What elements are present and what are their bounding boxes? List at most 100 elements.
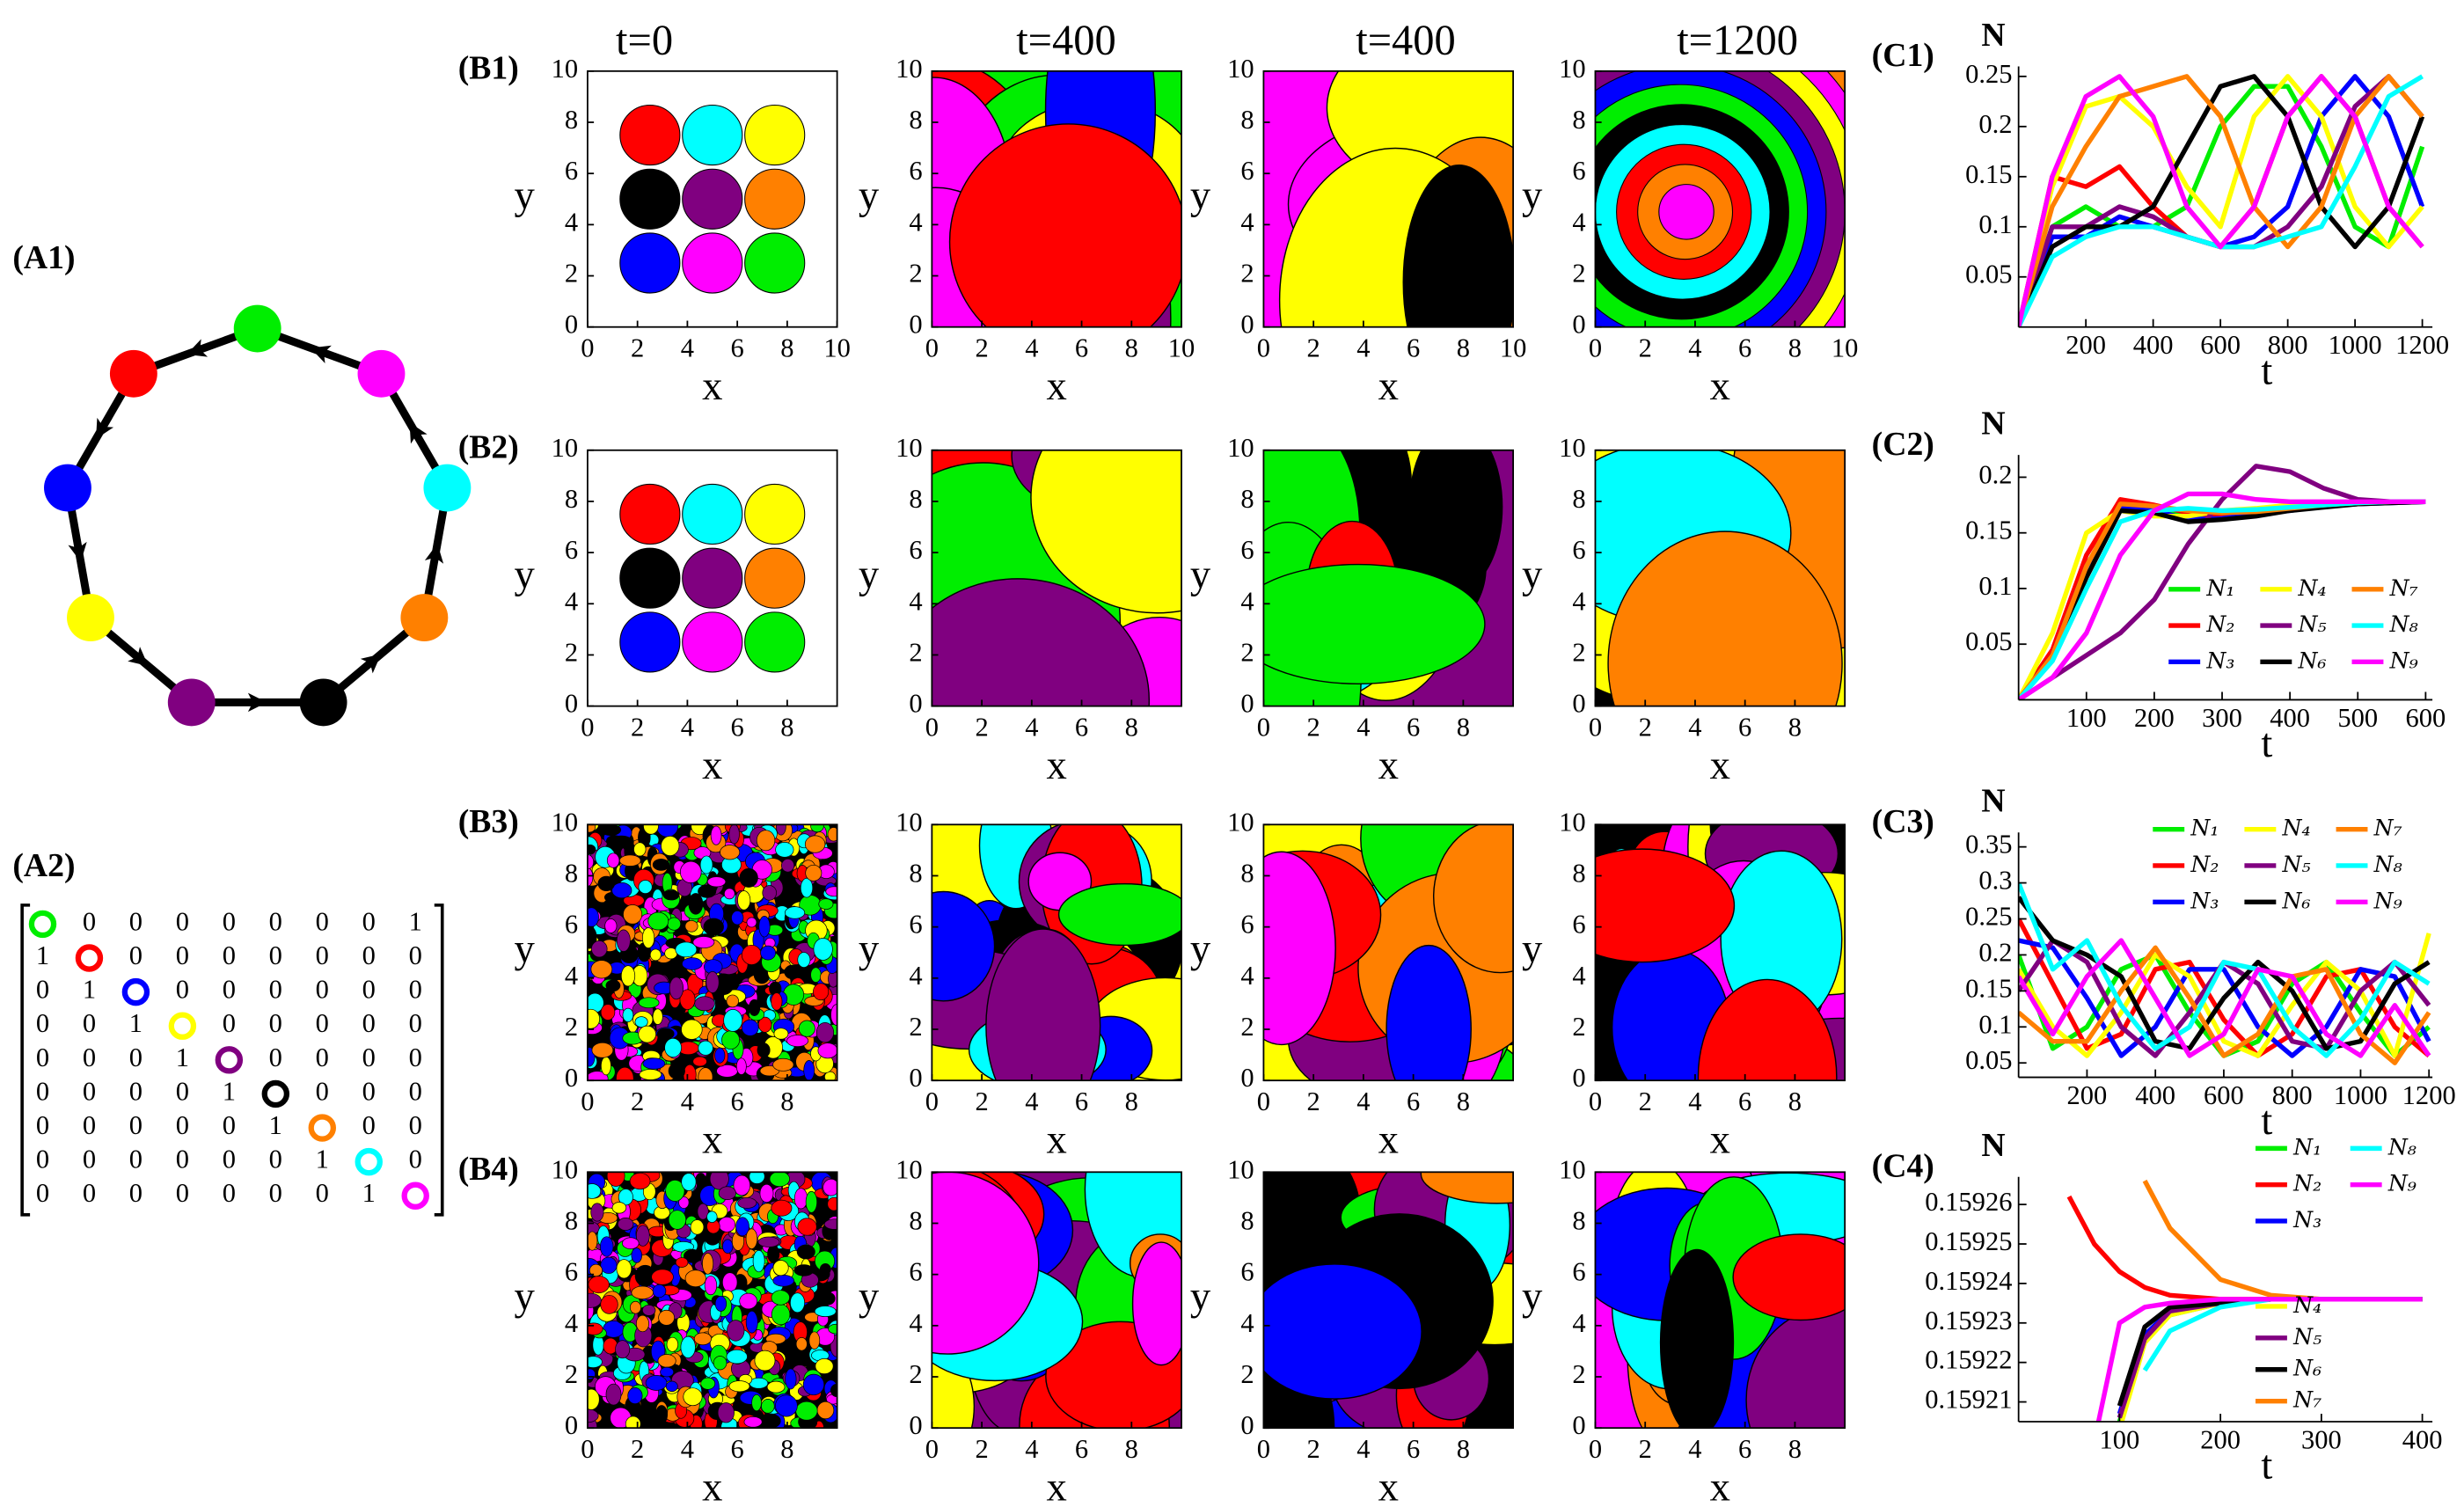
domain bbox=[1030, 450, 1182, 614]
x-tick-label: 8 bbox=[780, 1086, 793, 1116]
pattern bbox=[1595, 824, 1846, 1081]
patch bbox=[714, 1047, 726, 1064]
y-tick-label: 4 bbox=[565, 1308, 578, 1338]
x-axis-label: t bbox=[2261, 1098, 2272, 1144]
x-tick-label: 200 bbox=[2066, 330, 2106, 360]
series-line bbox=[2018, 945, 2431, 1065]
matrix-entry: 0 bbox=[316, 975, 329, 1005]
initial-patch bbox=[744, 611, 806, 673]
y-tick-label: 0.05 bbox=[1965, 626, 2012, 656]
x-tick-label: 200 bbox=[2134, 703, 2175, 733]
plot-frame bbox=[1262, 1171, 1514, 1430]
patch bbox=[823, 1178, 837, 1196]
patch bbox=[798, 1020, 815, 1037]
y-axis-label: y bbox=[1522, 925, 1543, 971]
patch bbox=[675, 941, 698, 958]
matrix-entry: 0 bbox=[176, 1178, 189, 1208]
y-axis-label: N bbox=[1981, 17, 2005, 54]
x-tick-label: 8 bbox=[1457, 333, 1470, 363]
plot-frame bbox=[1594, 69, 1846, 328]
matrix-entry: 0 bbox=[223, 940, 236, 970]
matrix-entry: 0 bbox=[316, 940, 329, 970]
matrix-entry: 0 bbox=[36, 1145, 49, 1174]
x-tick-label: 8 bbox=[1457, 1086, 1470, 1116]
y-tick-label: 8 bbox=[909, 858, 922, 888]
x-tick-label: 8 bbox=[1125, 713, 1138, 743]
patch bbox=[591, 1042, 614, 1058]
patch bbox=[772, 1260, 789, 1277]
y-tick-label: 6 bbox=[1240, 535, 1254, 565]
patch bbox=[815, 1357, 834, 1375]
matrix-entry: 0 bbox=[83, 1042, 96, 1072]
series-line bbox=[2018, 74, 2424, 327]
patch bbox=[616, 1259, 632, 1279]
patch bbox=[785, 1368, 797, 1390]
matrix-entry: 0 bbox=[269, 1178, 282, 1208]
node bbox=[299, 678, 347, 727]
patch bbox=[776, 824, 786, 836]
y-tick-label: 0.1 bbox=[1978, 571, 2012, 601]
panel-label: (C1) bbox=[1872, 37, 1934, 74]
patch bbox=[695, 1173, 706, 1187]
initial-patch bbox=[682, 104, 743, 166]
x-tick-label: 10 bbox=[1168, 333, 1195, 363]
patch bbox=[690, 1219, 705, 1235]
y-tick-label: 2 bbox=[565, 637, 578, 667]
patch bbox=[657, 1354, 676, 1368]
y-tick-label: 4 bbox=[909, 207, 922, 237]
initial-patch bbox=[619, 547, 681, 609]
x-tick-label: 2 bbox=[1639, 1086, 1652, 1116]
domain bbox=[1433, 824, 1514, 974]
y-tick-label: 8 bbox=[909, 105, 922, 135]
y-axis-label: y bbox=[859, 925, 880, 971]
matrix-entry: 0 bbox=[36, 1178, 49, 1208]
patch bbox=[752, 1249, 765, 1273]
matrix-entry: 0 bbox=[269, 1008, 282, 1038]
patch bbox=[775, 1394, 798, 1417]
series-line bbox=[2095, 1297, 2423, 1423]
matrix-entry: 0 bbox=[176, 1145, 189, 1174]
patch bbox=[605, 1383, 622, 1406]
y-tick-label: 0 bbox=[909, 1063, 922, 1093]
x-tick-label: 300 bbox=[2301, 1424, 2342, 1454]
patch bbox=[664, 1037, 682, 1058]
matrix-entry: 1 bbox=[223, 1076, 236, 1106]
node bbox=[423, 464, 472, 512]
legend-label: N₁ bbox=[2205, 575, 2234, 601]
patch bbox=[758, 1413, 781, 1429]
y-tick-label: 4 bbox=[1572, 961, 1585, 991]
domain bbox=[1263, 1263, 1422, 1400]
x-tick-label: 4 bbox=[1025, 1434, 1038, 1464]
plot-lines bbox=[2066, 1179, 2423, 1423]
y-axis-label: y bbox=[1522, 1273, 1543, 1319]
panel-label: (C4) bbox=[1872, 1147, 1934, 1184]
patch bbox=[795, 1401, 818, 1421]
x-tick-label: 0 bbox=[581, 1086, 594, 1116]
initial-patch bbox=[744, 104, 806, 166]
legend-label: N₆ bbox=[2282, 888, 2311, 913]
matrix-entry: 0 bbox=[409, 940, 422, 970]
x-tick-label: 400 bbox=[2402, 1424, 2443, 1454]
x-tick-label: 4 bbox=[1356, 713, 1370, 743]
panel-label: (B3) bbox=[458, 803, 519, 840]
legend-label: N₂ bbox=[2190, 852, 2219, 877]
domain bbox=[1595, 848, 1736, 963]
y-tick-label: 10 bbox=[896, 807, 923, 837]
x-tick-label: 0 bbox=[925, 1434, 939, 1464]
patch bbox=[652, 1008, 663, 1025]
node bbox=[109, 349, 157, 398]
patch bbox=[627, 1387, 643, 1404]
matrix-entry: 0 bbox=[223, 975, 236, 1005]
patch bbox=[699, 855, 713, 874]
y-tick-label: 2 bbox=[1240, 259, 1254, 289]
patch bbox=[739, 1292, 758, 1310]
matrix-entry: 0 bbox=[223, 1110, 236, 1140]
patch bbox=[773, 1028, 789, 1040]
legend-label: N₁ bbox=[2190, 816, 2219, 841]
patch bbox=[634, 1016, 648, 1028]
x-axis-label: t bbox=[2261, 1443, 2272, 1489]
patch bbox=[600, 1004, 616, 1021]
matrix-entry: 0 bbox=[83, 906, 96, 936]
matrix-entry: 0 bbox=[129, 906, 143, 936]
x-tick-label: 8 bbox=[1788, 1086, 1802, 1116]
